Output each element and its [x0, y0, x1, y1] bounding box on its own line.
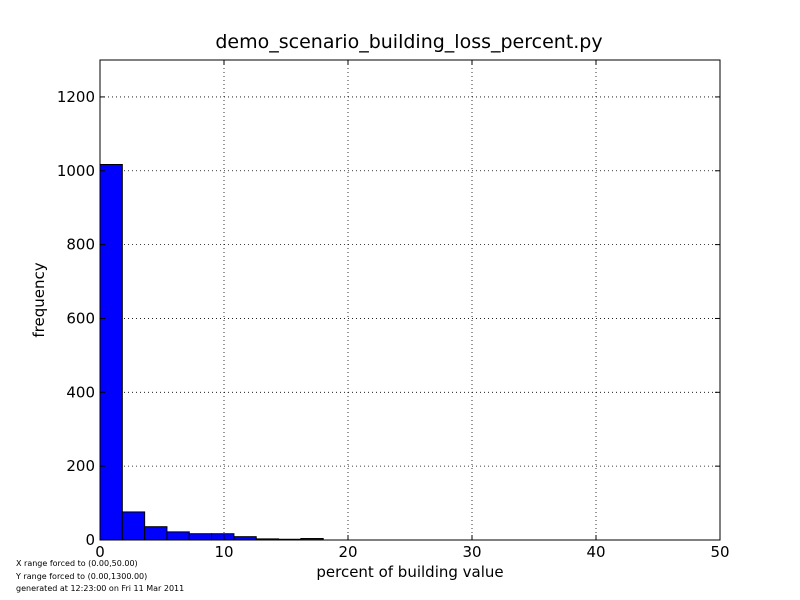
histogram-bar [211, 533, 235, 541]
y-tick-label: 0 [85, 531, 95, 549]
plot-frame [99, 59, 721, 541]
y-tick-label: 400 [66, 383, 95, 401]
y-tick-label: 1000 [57, 162, 95, 180]
x-range-note: X range forced to (0.00,50.00) [16, 559, 138, 568]
axis-ticks: 0 10 20 30 40 50 0 200 400 600 800 1000 1200 [57, 60, 730, 561]
x-tick-label: 0 [95, 543, 105, 561]
generated-note: generated at 12:23:00 on Fri 11 Mar 2011 [16, 584, 185, 593]
histogram-bar [99, 163, 123, 541]
y-range-note: Y range forced to (0.00,1300.00) [16, 572, 148, 581]
x-tick-label: 10 [214, 543, 233, 561]
y-tick-label: 600 [66, 309, 95, 327]
x-tick-label: 40 [586, 543, 605, 561]
x-tick-label: 50 [710, 543, 729, 561]
x-axis-label: percent of building value [316, 563, 503, 581]
y-tick-label: 1200 [57, 88, 95, 106]
grid-lines [100, 60, 720, 540]
y-axis-label: frequency [30, 262, 48, 337]
y-tick-label: 800 [66, 236, 95, 254]
x-tick-label: 30 [462, 543, 481, 561]
x-tick-label: 20 [338, 543, 357, 561]
histogram-bar [188, 533, 213, 541]
histogram-bar [144, 526, 168, 541]
histogram-bar [121, 511, 146, 541]
histogram-bar [166, 531, 190, 541]
bars [99, 163, 324, 541]
y-tick-label: 200 [66, 457, 95, 475]
chart-title: demo_scenario_building_loss_percent.py [215, 31, 602, 53]
